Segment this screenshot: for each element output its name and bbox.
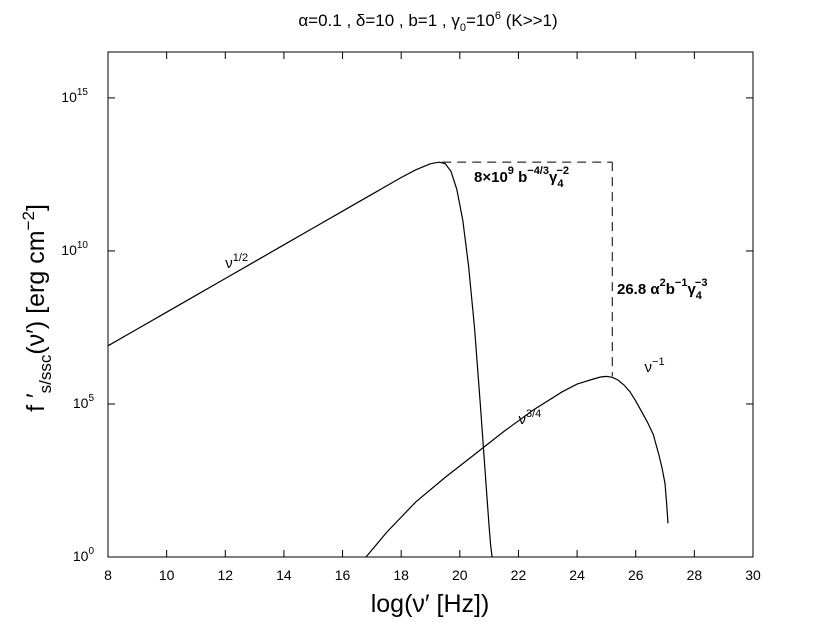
x-tick-label: 22 — [511, 567, 527, 583]
vertical-gap-label: 26.8 α2b−1γ4−3 — [617, 277, 707, 302]
x-tick-label: 28 — [687, 567, 703, 583]
horizontal-gap-label: 8×109 b−4/3γ4−2 — [474, 165, 569, 190]
x-tick-label: 26 — [628, 567, 644, 583]
x-tick-label: 24 — [569, 567, 585, 583]
y-tick-label: 105 — [73, 393, 95, 411]
curve-label-1: ν1/2 — [225, 252, 248, 272]
y-tick-label: 100 — [73, 546, 95, 564]
x-tick-label: 18 — [393, 567, 409, 583]
axis-tick-labels: 8 10 12 14 16 18 20 22 24 26 28 30 100 105 1010 1015 — [61, 87, 761, 583]
y-tick-label: 1010 — [61, 240, 88, 258]
x-tick-label: 20 — [452, 567, 468, 583]
x-tick-label: 30 — [745, 567, 761, 583]
curve-label-3: ν−1 — [645, 356, 665, 376]
y-axis-title: f ′s/ssc(ν′) [erg cm−2] — [19, 204, 55, 412]
x-tick-label: 14 — [276, 567, 292, 583]
annotation-layer: 8×109 b−4/3γ4−2 26.8 α2b−1γ4−3 — [442, 161, 707, 377]
series-layer — [107, 161, 669, 558]
plot-frame — [107, 51, 754, 558]
curve-label-2: ν3/4 — [518, 408, 541, 428]
x-axis-title: log(ν′ [Hz]) — [371, 590, 490, 618]
x-tick-label: 8 — [104, 567, 112, 583]
x-tick-label: 10 — [159, 567, 175, 583]
y-tick-label: 1015 — [61, 87, 88, 105]
series-line-1 — [107, 161, 493, 558]
axis-ticks — [107, 52, 754, 558]
series-line-2 — [365, 375, 669, 558]
curve-label-layer: ν1/2 ν3/4 ν−1 — [225, 252, 664, 428]
x-tick-label: 16 — [335, 567, 351, 583]
x-tick-label: 12 — [217, 567, 233, 583]
chart-title: α=0.1 , δ=10 , b=1 , γ0=106 (K>>1) — [298, 10, 557, 34]
